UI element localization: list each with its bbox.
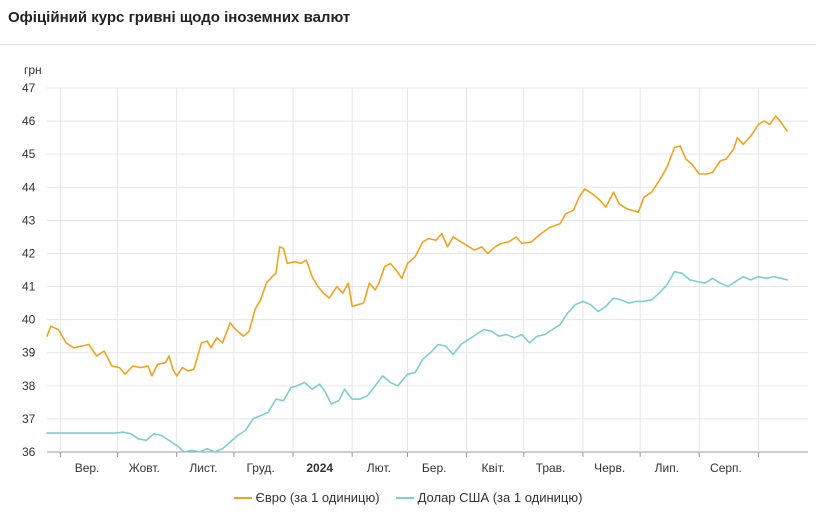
y-tick-label: 40	[22, 313, 36, 327]
series-line-euro	[46, 115, 788, 377]
x-axis-ticks: Вер. Жовт. Лист. Груд. 2024 Лют. Бер. Квіт. Трав…	[75, 461, 742, 475]
x-tick-label: Жовт.	[129, 461, 160, 475]
x-tick-label: 2024	[306, 461, 333, 475]
x-tick-label: Вер.	[75, 461, 100, 475]
y-tick-label: 47	[22, 81, 36, 95]
x-tick-label: Лип.	[655, 461, 679, 475]
y-tick-label: 44	[22, 180, 36, 194]
y-tick-label: 36	[22, 445, 36, 459]
x-tick-label: Груд.	[246, 461, 274, 475]
y-tick-label: 42	[22, 246, 36, 260]
y-tick-label: 46	[22, 114, 36, 128]
y-tick-label: 38	[22, 379, 36, 393]
chart-title: Офіційний курс гривні щодо іноземних вал…	[8, 9, 351, 26]
legend-swatch-usd	[395, 496, 414, 499]
legend-label-usd: Долар США (за 1 одиницю)	[417, 490, 583, 505]
series-line-usd	[46, 270, 788, 453]
legend-swatch-euro	[233, 496, 252, 499]
chart-series	[46, 115, 788, 453]
y-tick-label: 45	[22, 147, 36, 161]
x-tick-label: Бер.	[422, 461, 447, 475]
y-tick-label: 39	[22, 346, 36, 360]
x-tick-label: Квіт.	[482, 461, 506, 475]
y-tick-label: 37	[22, 412, 36, 426]
y-axis-unit-label: грн	[24, 63, 42, 77]
x-tick-label: Серп.	[710, 461, 742, 475]
x-tick-label: Черв.	[594, 461, 625, 475]
legend-item-euro[interactable]: Євро (за 1 одиницю)	[233, 490, 380, 505]
chart-grid	[47, 87, 808, 457]
chart-legend: Євро (за 1 одиницю) Долар США (за 1 один…	[0, 490, 816, 505]
x-tick-label: Трав.	[536, 461, 566, 475]
legend-item-usd[interactable]: Долар США (за 1 одиницю)	[395, 490, 583, 505]
x-tick-label: Лют.	[367, 461, 391, 475]
legend-label-euro: Євро (за 1 одиницю)	[255, 490, 380, 505]
header-divider	[0, 44, 816, 45]
y-tick-label: 41	[22, 280, 36, 294]
x-tick-label: Лист.	[189, 461, 217, 475]
line-chart: грн 36 37 38 39 40 41 42 43 44 45 46 47 Вер. Жовт. Ли…	[22, 63, 808, 475]
y-axis-ticks: 36 37 38 39 40 41 42 43 44 45 46 47	[22, 81, 36, 459]
y-tick-label: 43	[22, 213, 36, 227]
